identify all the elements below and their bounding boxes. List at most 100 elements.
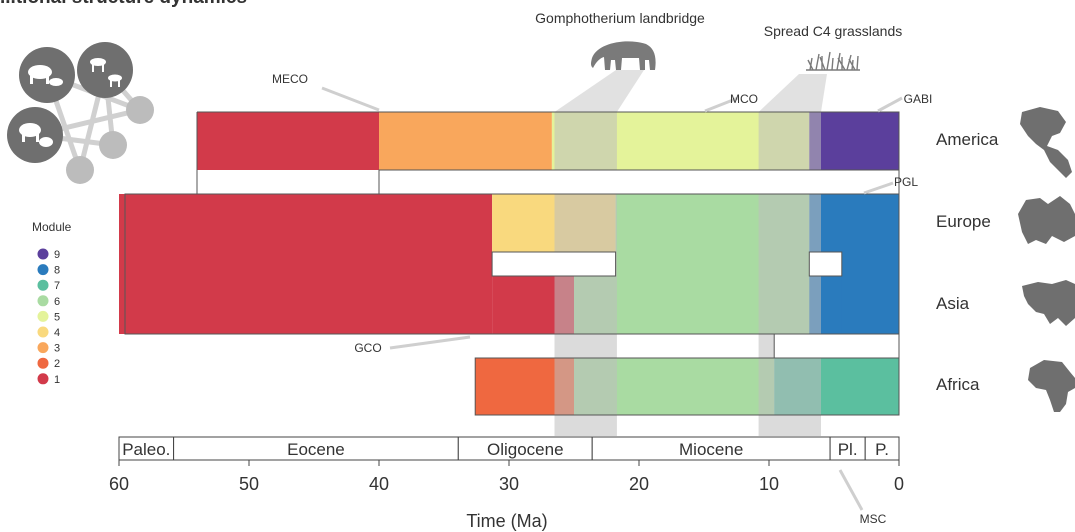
- legend-entry: 4: [37, 326, 60, 339]
- asia-map-icon: [1022, 280, 1075, 326]
- module-8-block: [841, 276, 899, 334]
- x-tick-label: 40: [369, 474, 389, 494]
- event-gco: GCO: [354, 335, 471, 355]
- grassland-silhouette-icon: [806, 51, 860, 71]
- row-label-africa: Africa: [936, 375, 980, 394]
- gomphotherium-silhouette-icon: [591, 41, 656, 70]
- epoch-cell: Oligocene: [457, 436, 593, 461]
- legend-swatch: [37, 295, 49, 307]
- legend-label: 2: [54, 358, 60, 370]
- legend-entry: 8: [37, 264, 60, 277]
- shaded-interval-label: Spread C4 grasslands: [764, 23, 903, 39]
- x-tick-label: 50: [239, 474, 259, 494]
- row-labels: America Europe Asia Africa: [936, 130, 999, 394]
- europe-asia-gap: [491, 251, 617, 277]
- event-pointer: [704, 96, 739, 113]
- legend-entry: 7: [37, 279, 60, 292]
- epoch-label: Pl.: [838, 440, 858, 459]
- legend-entry: 5: [37, 310, 60, 323]
- america-europe-gap: [378, 169, 900, 195]
- epoch-cell: P.: [864, 436, 900, 461]
- legend-entry: 9: [37, 248, 60, 261]
- africa-map-icon: [1028, 360, 1075, 412]
- epoch-cell: Pl.: [829, 436, 866, 461]
- x-axis: 60 50 40 30 20 10 0: [109, 459, 904, 494]
- module-1-block: [197, 112, 379, 170]
- legend-label: 6: [54, 296, 60, 308]
- legend-label: 5: [54, 311, 60, 323]
- epoch-label: P.: [875, 440, 889, 459]
- x-tick-label: 0: [894, 474, 904, 494]
- event-label: MECO: [272, 72, 308, 86]
- legend-swatch: [37, 279, 49, 291]
- shaded-stem: [758, 74, 827, 112]
- epoch-label: Oligocene: [487, 440, 564, 459]
- event-label: GABI: [904, 92, 933, 106]
- event-label: MSC: [860, 512, 887, 526]
- epoch-cell: Eocene: [173, 436, 459, 461]
- asia-africa-gap: [773, 333, 900, 359]
- module-legend: Module 9 8 7 6 5 4 3 2 1: [32, 220, 72, 386]
- mammal-group-icon: [77, 42, 133, 98]
- legend-swatch: [37, 326, 49, 338]
- x-axis-label: Time (Ma): [466, 511, 547, 531]
- legend-swatch: [37, 248, 49, 260]
- row-label-europe: Europe: [936, 212, 991, 231]
- event-pgl: PGL: [863, 175, 918, 195]
- europe-map-icon: [1018, 196, 1075, 244]
- network-node: [126, 96, 154, 124]
- legend-label: 1: [54, 374, 60, 386]
- legend-label: 9: [54, 249, 60, 261]
- module-9-block: [809, 112, 899, 170]
- event-label: GCO: [354, 341, 381, 355]
- legend-swatch: [37, 357, 49, 369]
- event-meco: MECO: [272, 72, 380, 112]
- epoch-label: Paleo.: [122, 440, 170, 459]
- legend-entry: 1: [37, 373, 60, 386]
- epoch-bar: Paleo. Eocene Oligocene Miocene Pl. P.: [118, 436, 900, 461]
- legend-label: 3: [54, 343, 60, 355]
- epoch-label: Miocene: [679, 440, 743, 459]
- event-label: MCO: [730, 92, 758, 106]
- event-msc: MSC: [838, 469, 887, 526]
- legend-title: Module: [32, 220, 72, 234]
- event-mco: MCO: [704, 92, 758, 113]
- event-label: PGL: [894, 175, 918, 189]
- shaded-interval-label: Gomphotherium landbridge: [535, 10, 705, 26]
- epoch-label: Eocene: [287, 440, 345, 459]
- row-label-asia: Asia: [936, 294, 970, 313]
- shaded-stem: [554, 70, 644, 112]
- row-outlines: [124, 111, 900, 416]
- module-1-block: [119, 194, 493, 334]
- module-3-block: [379, 112, 552, 170]
- row-label-america: America: [936, 130, 999, 149]
- america-map-icon: [1020, 107, 1072, 178]
- europe-asia-outline: [124, 193, 900, 335]
- legend-entry: 2: [37, 357, 60, 370]
- event-pointer: [838, 469, 864, 511]
- event-annotations: MECO MCO GABI PGL GCO MSC: [272, 72, 932, 526]
- event-pointer: [389, 335, 471, 350]
- legend-entry: 6: [37, 295, 60, 308]
- network-node: [66, 156, 94, 184]
- africa-outline: [474, 357, 900, 416]
- event-gabi: GABI: [877, 92, 933, 113]
- legend-label: 4: [54, 327, 60, 339]
- x-tick-label: 10: [759, 474, 779, 494]
- partial-title: ...tional structure dynamics: [0, 0, 247, 8]
- event-pointer: [877, 96, 903, 113]
- legend-label: 7: [54, 280, 60, 292]
- legend-swatch: [37, 342, 49, 354]
- x-tick-label: 20: [629, 474, 649, 494]
- network-node: [99, 131, 127, 159]
- epoch-cell: Miocene: [591, 436, 831, 461]
- legend-label: 8: [54, 265, 60, 277]
- legend-swatch: [37, 264, 49, 276]
- legend-swatch: [37, 373, 49, 385]
- shaded-interval: Spread C4 grasslands: [758, 23, 903, 436]
- event-pointer: [863, 181, 894, 195]
- legend-swatch: [37, 310, 49, 322]
- legend-entry: 3: [37, 342, 60, 355]
- europe-asia-gap: [808, 251, 843, 277]
